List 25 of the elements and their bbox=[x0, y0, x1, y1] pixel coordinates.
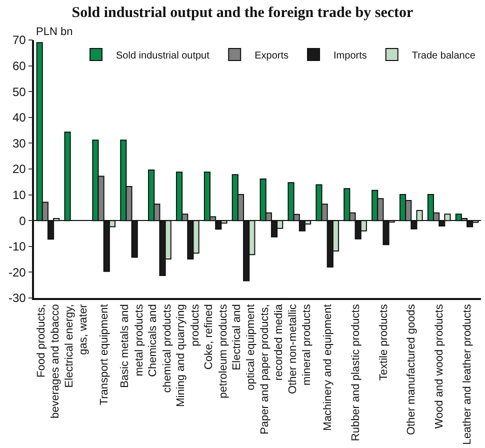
y-tick-label: 50 bbox=[12, 84, 26, 99]
y-tick-label: 70 bbox=[12, 33, 26, 48]
y-tick-label: 40 bbox=[12, 110, 26, 125]
y-tick-label: -10 bbox=[8, 240, 26, 254]
y-tick-label: 10 bbox=[12, 188, 26, 202]
x-tick-label: Textile products bbox=[378, 304, 390, 381]
chart-title: Sold industrial output and the foreign trade by sector bbox=[72, 5, 414, 22]
y-axis-title: PLN bn bbox=[36, 26, 73, 38]
y-tick-label: 0 bbox=[19, 214, 26, 228]
x-tick-label: Rubber and plastic products bbox=[350, 304, 362, 442]
y-tick-label: -20 bbox=[8, 265, 26, 280]
legend-label: Imports bbox=[334, 50, 367, 62]
x-tick-label: Leather and leather products bbox=[462, 304, 474, 445]
y-tick-label: 20 bbox=[12, 162, 26, 176]
y-tick-label: 60 bbox=[12, 59, 26, 73]
x-tick-label: Transport equipment bbox=[98, 304, 110, 406]
x-tick-label: Food products, beverages and tobacco bbox=[35, 304, 62, 419]
x-tick-label: Wood and wood products bbox=[434, 304, 446, 429]
y-tick-label: -30 bbox=[8, 291, 26, 306]
x-tick-label: Other manufactured goods bbox=[406, 304, 418, 436]
legend-label: Trade balance bbox=[412, 50, 476, 62]
legend-label: Sold industrial output bbox=[116, 50, 210, 62]
x-tick-label: Machinery and equipment bbox=[322, 304, 334, 431]
legend-label: Exports bbox=[254, 50, 289, 62]
y-tick-label: 30 bbox=[12, 136, 26, 150]
